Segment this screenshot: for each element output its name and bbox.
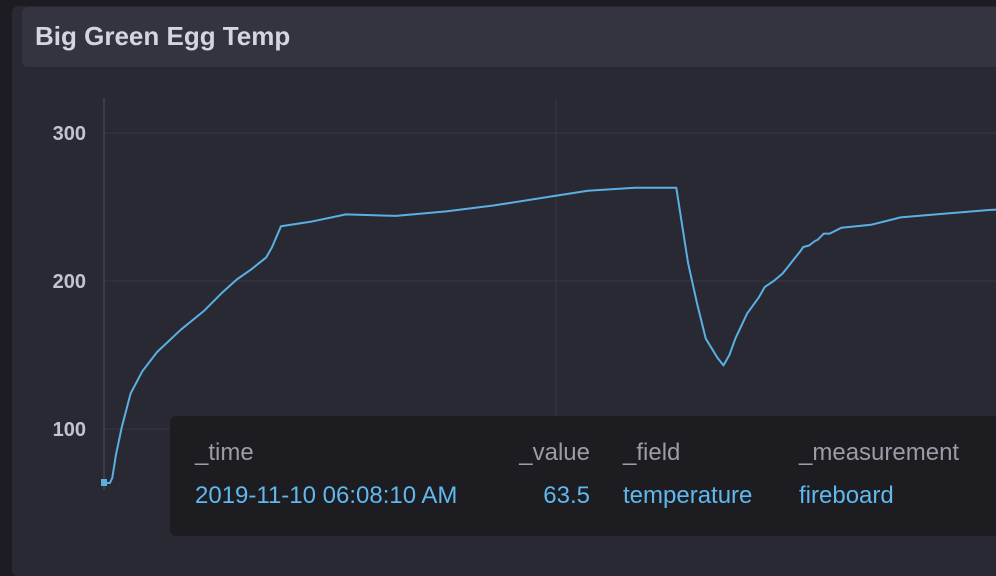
cell-title: Big Green Egg Temp bbox=[35, 21, 291, 51]
tooltip-value-field: temperature bbox=[623, 482, 753, 509]
tooltip-value-value: 63.5 bbox=[543, 482, 590, 509]
y-tick-label: 100 bbox=[53, 419, 86, 441]
tooltip-header-measurement: _measurement bbox=[799, 439, 960, 466]
hover-tooltip bbox=[170, 416, 996, 536]
cell-header[interactable] bbox=[22, 7, 996, 67]
y-tick-label: 300 bbox=[53, 123, 86, 145]
tooltip-header-value: _value bbox=[519, 439, 590, 466]
series-line bbox=[104, 186, 996, 484]
tooltip-header-time: _time bbox=[195, 439, 254, 466]
hover-point bbox=[101, 479, 107, 487]
tooltip-value-measurement: fireboard bbox=[799, 482, 894, 509]
series-layer bbox=[101, 186, 996, 487]
y-axis: 100 200 300 bbox=[53, 98, 105, 490]
y-tick-label: 200 bbox=[53, 271, 86, 293]
tooltip-value-time: 2019-11-10 06:08:10 AM bbox=[195, 482, 458, 509]
tooltip-header-field: _field bbox=[623, 439, 681, 466]
